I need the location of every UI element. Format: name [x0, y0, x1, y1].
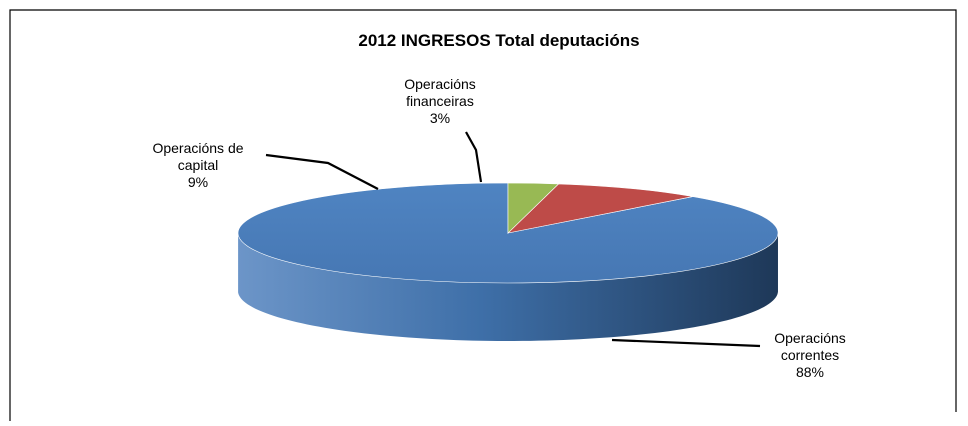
data-label-value-3: 3% [430, 110, 450, 126]
data-label-name-2: Operacións de [152, 140, 243, 156]
data-label-value-1: 88% [796, 364, 824, 380]
pie-slice-2 [507, 183, 693, 234]
pie-layer [237, 182, 779, 341]
pie-side-1 [238, 233, 778, 341]
data-label-name-3: Operacións [404, 76, 476, 92]
data-label-name-1: correntes [781, 347, 839, 363]
data-label-name-1: Operacións [774, 330, 846, 346]
pie-slice-3 [507, 182, 560, 234]
data-label-name-2: capital [178, 157, 218, 173]
data-label-value-2: 9% [188, 174, 208, 190]
leader-line-3 [465, 131, 483, 183]
leader-line-1 [611, 338, 761, 348]
chart-title: 2012 INGRESOS Total deputacións [358, 31, 639, 50]
data-label-name-3: financeiras [406, 93, 474, 109]
chart-border [9, 9, 957, 421]
pie-slice-1 [237, 182, 779, 284]
leader-line-2 [265, 153, 379, 190]
